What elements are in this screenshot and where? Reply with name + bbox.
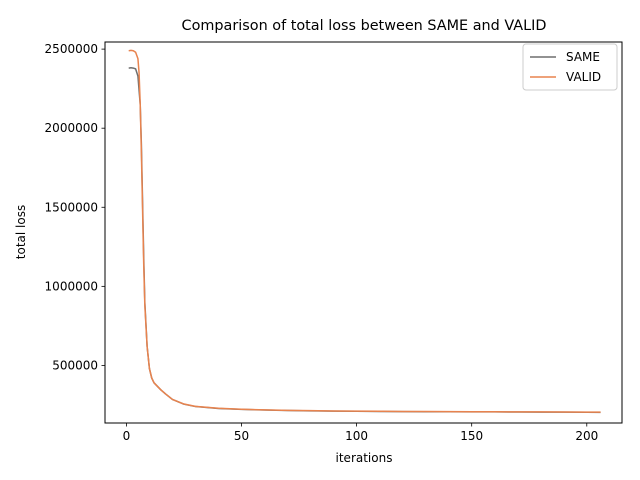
series-layer (128, 49, 601, 414)
x-tick-label: 150 (460, 429, 483, 443)
legend: SAME VALID (522, 43, 618, 91)
x-tick-label: 0 (123, 429, 131, 443)
y-axis: 500000 1000000 1500000 2000000 2500000 (45, 42, 105, 372)
legend-label-same: SAME (566, 50, 600, 64)
chart-title: Comparison of total loss between SAME an… (182, 18, 547, 34)
y-tick-label: 1500000 (45, 200, 98, 214)
y-tick-label: 1000000 (45, 279, 98, 293)
x-axis: 0 50 100 150 200 (123, 423, 598, 443)
y-axis-title: total loss (14, 205, 28, 259)
y-tick-label: 2000000 (45, 121, 98, 135)
legend-box (522, 43, 618, 91)
y-tick-label: 2500000 (45, 42, 98, 56)
x-tick-label: 50 (234, 429, 249, 443)
plot-area: 0 50 100 150 200 500000 1000000 1500000 2000000… (45, 41, 623, 443)
plot-frame (104, 41, 623, 424)
legend-label-valid: VALID (566, 70, 601, 84)
x-tick-label: 100 (345, 429, 368, 443)
x-axis-title: iterations (336, 451, 393, 465)
y-tick-label: 500000 (52, 358, 98, 372)
x-tick-label: 200 (575, 429, 598, 443)
series-line-valid (128, 49, 601, 413)
